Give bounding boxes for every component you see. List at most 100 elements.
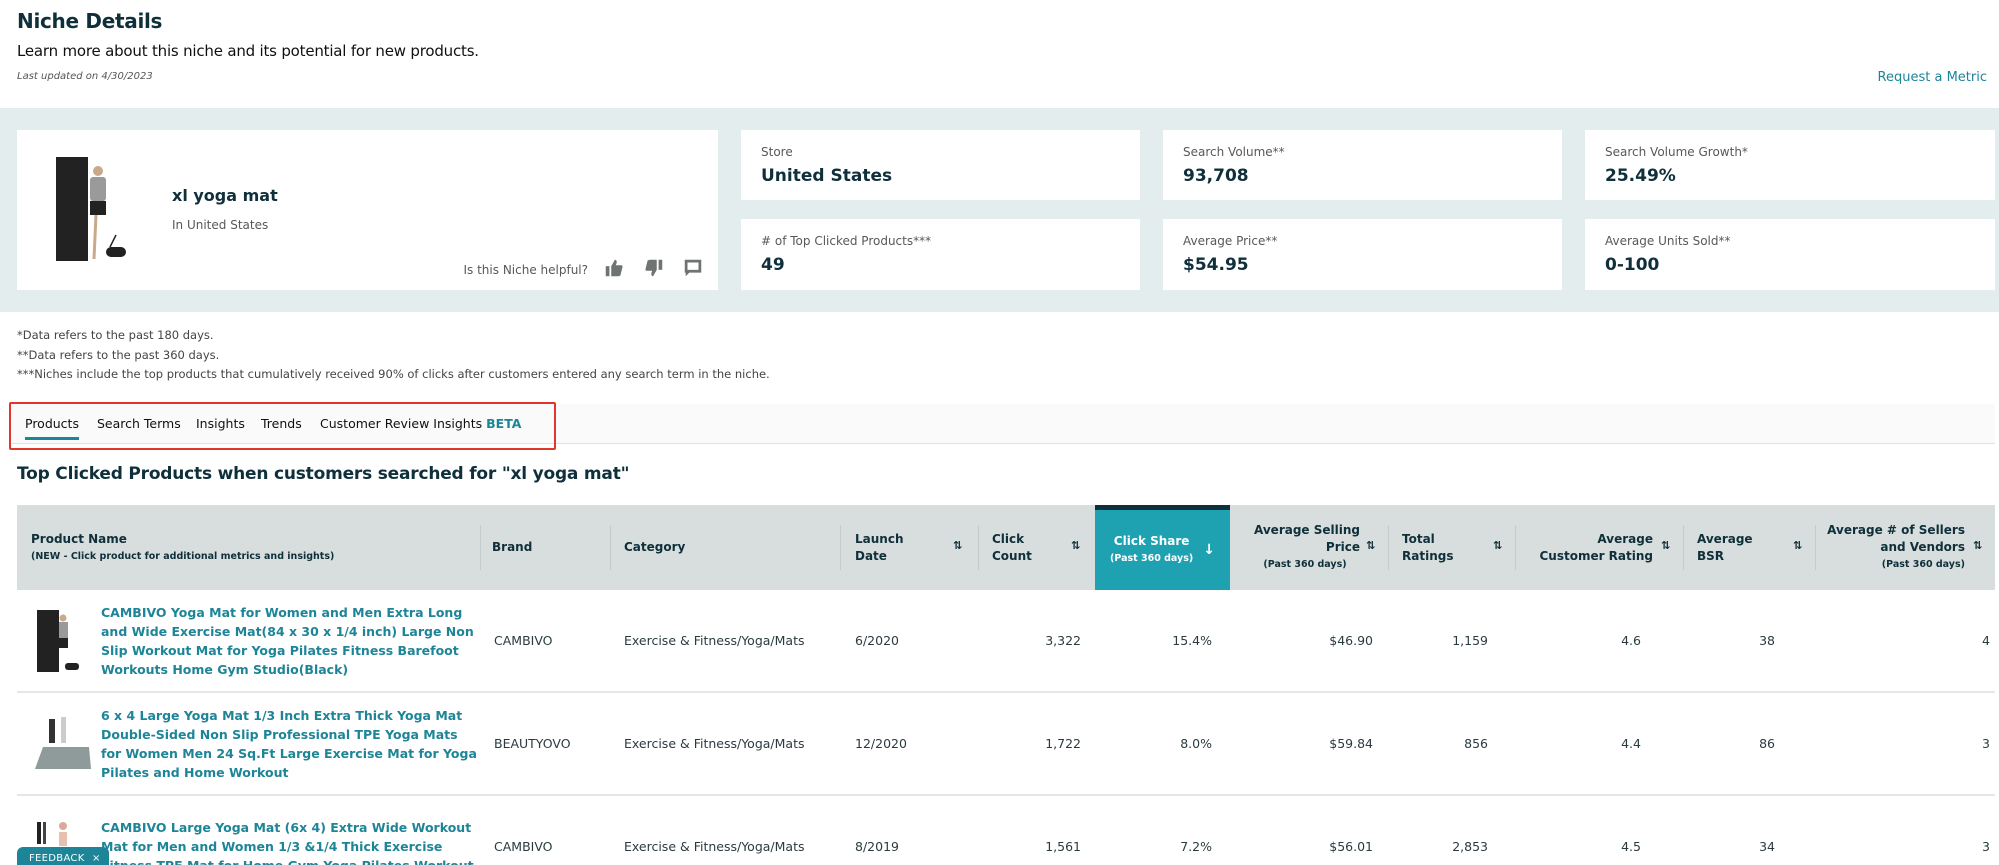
col-launch-date[interactable]: Launch Date ⇅	[840, 505, 978, 590]
feedback-label: FEEDBACK	[29, 853, 85, 864]
product-link[interactable]: 6 x 4 Large Yoga Mat 1/3 Inch Extra Thic…	[101, 707, 477, 780]
cell-avg-bsr: 86	[1759, 736, 1775, 751]
cell-brand: CAMBIVO	[494, 633, 553, 648]
thumbs-down-icon[interactable]	[643, 257, 665, 279]
niche-name: xl yoga mat	[172, 186, 278, 205]
thumbs-up-icon[interactable]	[603, 257, 625, 279]
products-table: Product Name (NEW - Click product for add…	[17, 505, 1995, 865]
col-label: Total Ratings	[1402, 531, 1454, 563]
tab-label: Customer Review Insights	[320, 416, 483, 431]
product-link[interactable]: CAMBIVO Yoga Mat for Women and Men Extra…	[101, 604, 474, 677]
footnotes: *Data refers to the past 180 days. **Dat…	[17, 326, 770, 385]
metric-value: 49	[761, 255, 785, 275]
metric-label: Store	[761, 145, 793, 159]
col-label: Average BSR	[1697, 531, 1753, 563]
col-sub: (Past 360 days)	[1881, 559, 1965, 570]
cell-avg-price: $46.90	[1329, 633, 1373, 648]
sort-icon[interactable]: ⇅	[1661, 539, 1671, 552]
product-thumbnail	[37, 610, 79, 672]
cell-total-ratings: 856	[1464, 736, 1488, 751]
request-metric-link[interactable]: Request a Metric	[1877, 70, 1987, 85]
col-sub: (NEW - Click product for additional metr…	[31, 550, 335, 562]
close-icon[interactable]: ×	[92, 853, 101, 864]
col-label: Brand	[492, 540, 533, 554]
col-total-ratings[interactable]: Total Ratings ⇅	[1388, 505, 1515, 590]
page-subtitle: Learn more about this niche and its pote…	[17, 42, 479, 60]
cell-total-ratings: 2,853	[1452, 839, 1488, 854]
cell-avg-price: $59.84	[1329, 736, 1373, 751]
col-label: Average Selling Price	[1254, 523, 1360, 554]
metric-label: Average Price**	[1183, 234, 1278, 248]
col-average-sellers-vendors[interactable]: Average # of Sellers and Vendors (Past 36…	[1815, 505, 1995, 590]
metric-value: 0-100	[1605, 255, 1660, 275]
col-label: Click Count	[992, 531, 1032, 563]
metric-value: 25.49%	[1605, 166, 1676, 186]
metric-average-units-sold: Average Units Sold** 0-100	[1585, 219, 1995, 290]
niche-image	[56, 157, 126, 261]
tab-trends[interactable]: Trends	[261, 416, 302, 431]
section-title: Top Clicked Products when customers sear…	[17, 464, 630, 484]
cell-avg-rating: 4.4	[1621, 736, 1641, 751]
tab-search-terms[interactable]: Search Terms	[97, 416, 181, 431]
sort-desc-icon[interactable]: ↓	[1203, 542, 1215, 558]
sort-icon[interactable]: ⇅	[1071, 539, 1081, 552]
col-sub: (Past 360 days)	[1263, 559, 1347, 570]
col-click-count[interactable]: Click Count ⇅	[978, 505, 1095, 590]
footnote: ***Niches include the top products that …	[17, 367, 770, 381]
table-row: 6 x 4 Large Yoga Mat 1/3 Inch Extra Thic…	[17, 693, 1995, 796]
sort-icon[interactable]: ⇅	[1493, 539, 1503, 552]
cell-brand: CAMBIVO	[494, 839, 553, 854]
col-average-customer-rating[interactable]: Average Customer Rating ⇅	[1515, 505, 1683, 590]
cell-sellers: 3	[1982, 839, 1990, 854]
cell-click-count: 1,722	[1045, 736, 1081, 751]
tab-insights[interactable]: Insights	[196, 416, 245, 431]
cell-avg-bsr: 38	[1759, 633, 1775, 648]
cell-brand: BEAUTYOVO	[494, 736, 571, 751]
table-row: CAMBIVO Yoga Mat for Women and Men Extra…	[17, 590, 1995, 693]
col-click-share[interactable]: Click Share (Past 360 days) ↓	[1095, 505, 1230, 590]
table-header: Product Name (NEW - Click product for add…	[17, 505, 1995, 590]
cell-sellers: 4	[1982, 633, 1990, 648]
product-link[interactable]: CAMBIVO Large Yoga Mat (6x 4) Extra Wide…	[101, 820, 474, 865]
cell-category: Exercise & Fitness/Yoga/Mats	[624, 736, 805, 751]
beta-badge: BETA	[486, 416, 522, 431]
feedback-button[interactable]: FEEDBACK ×	[17, 847, 109, 865]
metric-value: 93,708	[1183, 166, 1249, 186]
cell-click-share: 7.2%	[1180, 839, 1212, 854]
col-product-name: Product Name (NEW - Click product for add…	[17, 505, 480, 590]
cell-category: Exercise & Fitness/Yoga/Mats	[624, 839, 805, 854]
footnote: **Data refers to the past 360 days.	[17, 347, 220, 362]
comment-icon[interactable]	[682, 257, 704, 279]
metric-top-clicked-products: # of Top Clicked Products*** 49	[741, 219, 1140, 290]
metric-label: Search Volume Growth*	[1605, 145, 1748, 159]
col-label: Click Share	[1113, 534, 1190, 548]
table-row: CAMBIVO Large Yoga Mat (6x 4) Extra Wide…	[17, 796, 1995, 865]
page-title: Niche Details	[17, 9, 163, 33]
col-average-selling-price[interactable]: Average Selling Price (Past 360 days) ⇅	[1230, 505, 1388, 590]
cell-avg-rating: 4.5	[1621, 839, 1641, 854]
cell-category: Exercise & Fitness/Yoga/Mats	[624, 633, 805, 648]
metric-value: $54.95	[1183, 255, 1249, 275]
col-average-bsr[interactable]: Average BSR ⇅	[1683, 505, 1815, 590]
cell-total-ratings: 1,159	[1452, 633, 1488, 648]
sort-icon[interactable]: ⇅	[1973, 539, 1983, 552]
cell-click-count: 1,561	[1045, 839, 1081, 854]
tab-products[interactable]: Products	[25, 416, 79, 440]
tab-bar: Products Search Terms Insights Trends Cu…	[12, 404, 1995, 444]
cell-click-share: 15.4%	[1172, 633, 1212, 648]
col-category: Category	[610, 505, 840, 590]
tab-customer-review-insights[interactable]: Customer Review Insights BETA	[320, 416, 521, 431]
cell-avg-bsr: 34	[1759, 839, 1775, 854]
cell-click-count: 3,322	[1045, 633, 1081, 648]
col-label: Launch Date	[855, 531, 904, 563]
sort-icon[interactable]: ⇅	[1366, 539, 1376, 552]
cell-avg-price: $56.01	[1329, 839, 1373, 854]
col-label: Average Customer Rating	[1539, 531, 1653, 563]
niche-card: xl yoga mat In United States Is this Nic…	[17, 130, 718, 290]
cell-launch-date: 8/2019	[855, 839, 899, 854]
sort-icon[interactable]: ⇅	[1793, 539, 1803, 552]
cell-launch-date: 12/2020	[855, 736, 907, 751]
sort-icon[interactable]: ⇅	[953, 539, 963, 552]
metric-average-price: Average Price** $54.95	[1163, 219, 1562, 290]
niche-store: In United States	[172, 218, 269, 232]
